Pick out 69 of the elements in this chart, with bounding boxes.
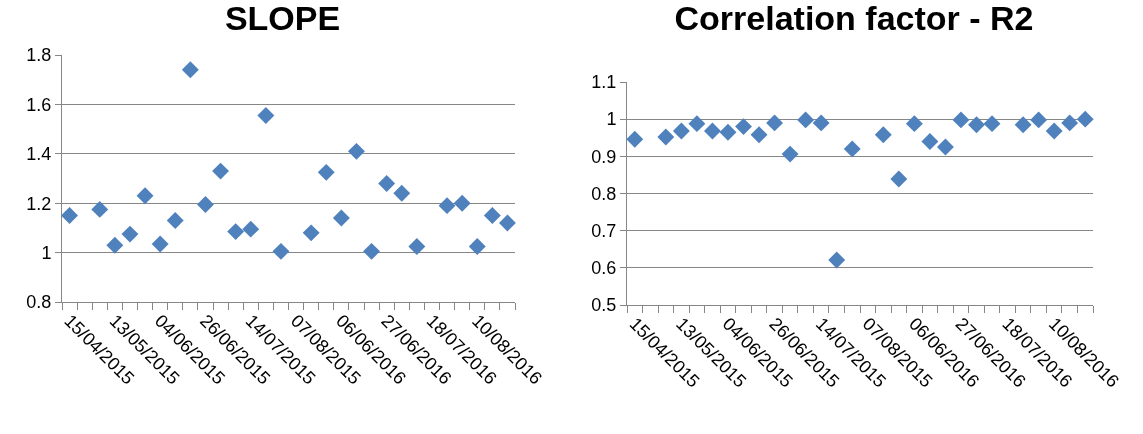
- point: [453, 194, 471, 212]
- y-tick-label: 1: [41, 242, 52, 263]
- point: [936, 138, 954, 156]
- point: [242, 220, 260, 238]
- point: [378, 174, 396, 192]
- point: [348, 142, 365, 160]
- point: [393, 184, 411, 202]
- point: [781, 145, 799, 163]
- point: [1014, 116, 1032, 134]
- point: [272, 242, 290, 260]
- point: [750, 126, 768, 144]
- point: [874, 126, 892, 144]
- point: [828, 251, 846, 269]
- point: [166, 212, 184, 229]
- point: [227, 223, 245, 241]
- point: [905, 115, 923, 133]
- y-tick-label: 0.5: [591, 295, 617, 316]
- point: [812, 114, 830, 132]
- point: [843, 140, 861, 158]
- y-tick-label: 0.7: [591, 220, 617, 241]
- point: [1076, 110, 1094, 128]
- y-tick-label: 0.8: [26, 292, 52, 313]
- y-tick-label: 0.8: [591, 183, 617, 204]
- point: [317, 163, 335, 181]
- point: [626, 130, 644, 148]
- point: [688, 115, 706, 133]
- point: [735, 118, 752, 136]
- chart-title: SLOPE: [224, 0, 341, 38]
- point: [657, 128, 675, 146]
- point: [1030, 111, 1048, 129]
- point: [61, 207, 78, 224]
- y-tick-label: 1.4: [26, 144, 52, 165]
- point: [302, 224, 320, 242]
- point: [332, 209, 350, 227]
- point: [1061, 114, 1079, 132]
- point: [136, 187, 154, 205]
- point: [121, 225, 139, 243]
- point: [483, 207, 501, 224]
- point: [1045, 122, 1063, 140]
- point: [719, 123, 737, 141]
- y-tick-label: 0.9: [591, 146, 617, 167]
- point: [257, 107, 275, 124]
- point: [197, 195, 214, 213]
- point: [797, 111, 815, 129]
- y-tick-label: 1.1: [591, 72, 617, 93]
- point: [181, 61, 199, 79]
- y-tick-label: 1.8: [26, 45, 52, 66]
- point: [968, 116, 985, 134]
- point: [672, 122, 690, 140]
- y-tick-label: 0.6: [591, 258, 617, 279]
- point: [408, 237, 426, 255]
- point: [468, 237, 486, 255]
- point: [890, 170, 908, 188]
- point: [499, 214, 516, 232]
- point: [151, 235, 169, 253]
- y-tick-label: 1: [606, 109, 617, 130]
- y-tick-label: 1.2: [26, 193, 52, 214]
- point: [921, 133, 939, 150]
- point: [363, 242, 380, 260]
- point: [952, 111, 970, 129]
- chart-title: Correlation factor - R2: [674, 0, 1034, 38]
- point: [212, 162, 229, 180]
- point: [703, 122, 721, 140]
- point: [91, 200, 109, 218]
- y-tick-label: 1.6: [26, 94, 52, 115]
- point: [106, 236, 124, 254]
- point: [438, 197, 456, 215]
- point: [766, 114, 784, 132]
- point: [983, 115, 1001, 133]
